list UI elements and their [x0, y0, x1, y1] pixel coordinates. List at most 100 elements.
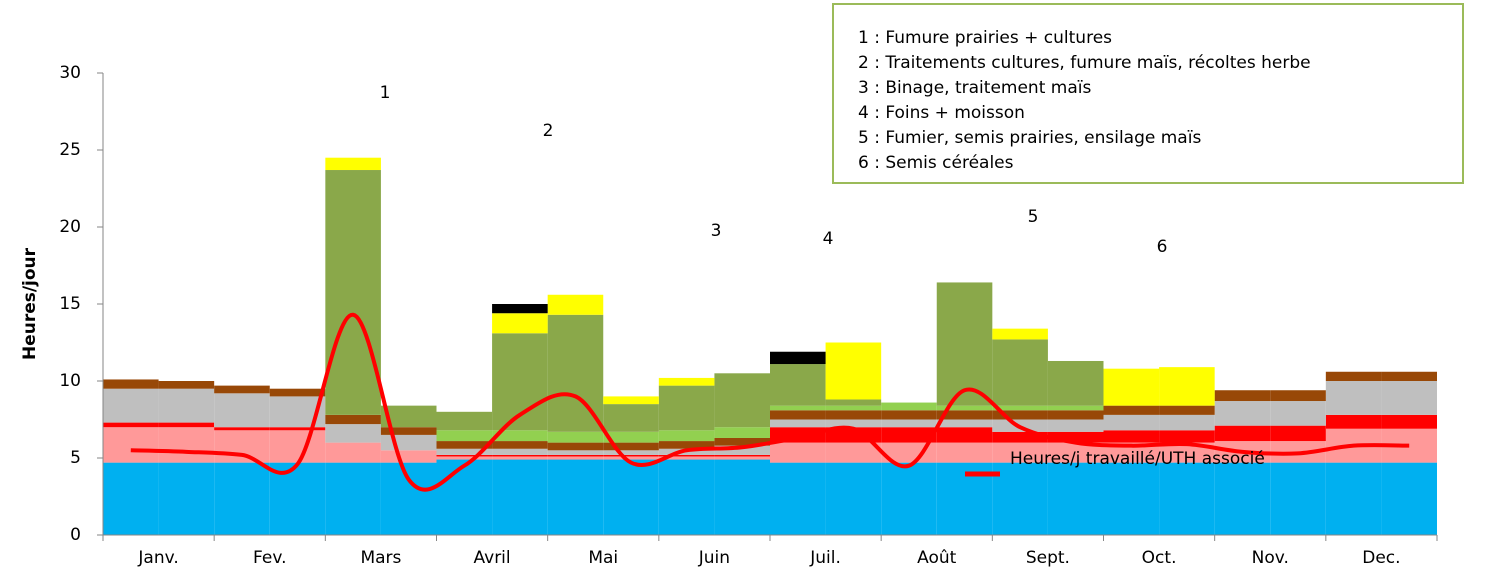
bar-segment [269, 388, 326, 397]
x-tick-label: Mai [588, 548, 618, 568]
bar-segment [1047, 360, 1104, 406]
bar-segment [714, 459, 770, 535]
y-tick-label: 30 [59, 63, 81, 83]
annotation: 2 [543, 121, 554, 141]
bar-segment [770, 419, 826, 428]
bar-segment [992, 442, 1048, 463]
bar-segment [1270, 425, 1326, 442]
bar-segment [992, 339, 1048, 406]
bar-segment [658, 430, 715, 442]
bar-segment [603, 396, 659, 405]
bar-segment [658, 377, 715, 386]
annotation: 4 [823, 229, 834, 249]
note: 3 : Binage, traitement maïs [858, 78, 1091, 98]
bar-segment [380, 434, 437, 451]
bar-segment [881, 419, 937, 428]
bar-segment [714, 445, 770, 455]
bar-segment [825, 399, 882, 406]
bar-segment [881, 427, 937, 443]
bar-segment [881, 410, 937, 420]
y-tick-label: 10 [59, 371, 81, 391]
bar-segment [1047, 442, 1104, 463]
note: 5 : Fumier, semis prairies, ensilage maï… [858, 128, 1201, 148]
bar-segment [936, 410, 993, 420]
bar-segment [714, 456, 770, 460]
bar-segment [436, 430, 493, 442]
bar-segment [214, 430, 270, 463]
bar-segment [547, 294, 604, 315]
bar-segment [380, 405, 437, 428]
bar-segment [214, 427, 270, 431]
bar-segment [436, 441, 493, 449]
bar-segment [269, 430, 326, 463]
x-tick-label: Avril [474, 548, 511, 568]
bar-segment [158, 462, 215, 535]
y-tick-label: 15 [59, 294, 81, 314]
bar-segment [492, 459, 548, 535]
bar-segment [603, 442, 659, 451]
bar-segment [770, 364, 826, 406]
bar-segment [603, 459, 659, 535]
bar-segment [214, 385, 270, 394]
notes-box [832, 3, 1464, 184]
bar-segment [770, 405, 826, 411]
bar-segment [436, 411, 493, 431]
y-axis-label: Heures/jour [20, 247, 40, 360]
bar-segment [380, 462, 437, 535]
bar-segment [1159, 367, 1215, 406]
bar-segment [325, 424, 381, 443]
annotation: 3 [711, 221, 722, 241]
bar-segment [1325, 371, 1382, 381]
bar-segment [1381, 462, 1437, 535]
bar-segment [1047, 419, 1104, 432]
bar-segment [1159, 462, 1215, 535]
bar-segment [1159, 430, 1215, 443]
bar-segment [547, 442, 604, 451]
bar-segment [1381, 371, 1437, 381]
bar-segment [1325, 381, 1382, 415]
bar-segment [992, 431, 1048, 443]
bar-segment [825, 442, 882, 463]
bar-segment [1270, 401, 1326, 426]
bar-segment [936, 419, 993, 428]
bar-segment [436, 448, 493, 455]
bar-segment [158, 388, 215, 423]
bar-segment [1325, 414, 1382, 429]
bar-segment [770, 462, 826, 535]
y-tick-label: 25 [59, 140, 81, 160]
bar-segment [158, 422, 215, 428]
bar-segment [714, 454, 770, 457]
bar-segment [103, 427, 159, 463]
x-tick-label: Sept. [1026, 548, 1070, 568]
bar-segment [436, 454, 493, 457]
bar-segment [436, 459, 493, 535]
bar-segment [325, 157, 381, 171]
bar-segment [603, 404, 659, 432]
y-tick-label: 5 [70, 448, 81, 468]
bar-segment [658, 385, 715, 431]
bar-segment [492, 456, 548, 460]
bar-segment [658, 456, 715, 460]
bar-segment [158, 427, 215, 463]
bar-segment [1214, 425, 1271, 442]
bar-segment [992, 328, 1048, 340]
x-tick-label: Nov. [1252, 548, 1289, 568]
annotation: 5 [1028, 207, 1039, 227]
bar-segment [492, 313, 548, 334]
bar-segment [825, 419, 882, 428]
bar-segment [1159, 405, 1215, 415]
x-tick-label: Mars [360, 548, 401, 568]
bar-segment [103, 388, 159, 423]
bar-segment [547, 450, 604, 455]
bar-segment [936, 405, 993, 411]
bar-segment [325, 414, 381, 425]
x-tick-label: Dec. [1362, 548, 1400, 568]
bar-segment [1103, 430, 1160, 443]
bar-segment [714, 437, 770, 446]
bar-segment [825, 342, 882, 400]
bar-segment [214, 462, 270, 535]
bar-segment [492, 304, 548, 314]
bar-segment [103, 462, 159, 535]
bar-segment [492, 454, 548, 457]
bar-segment [325, 442, 381, 463]
